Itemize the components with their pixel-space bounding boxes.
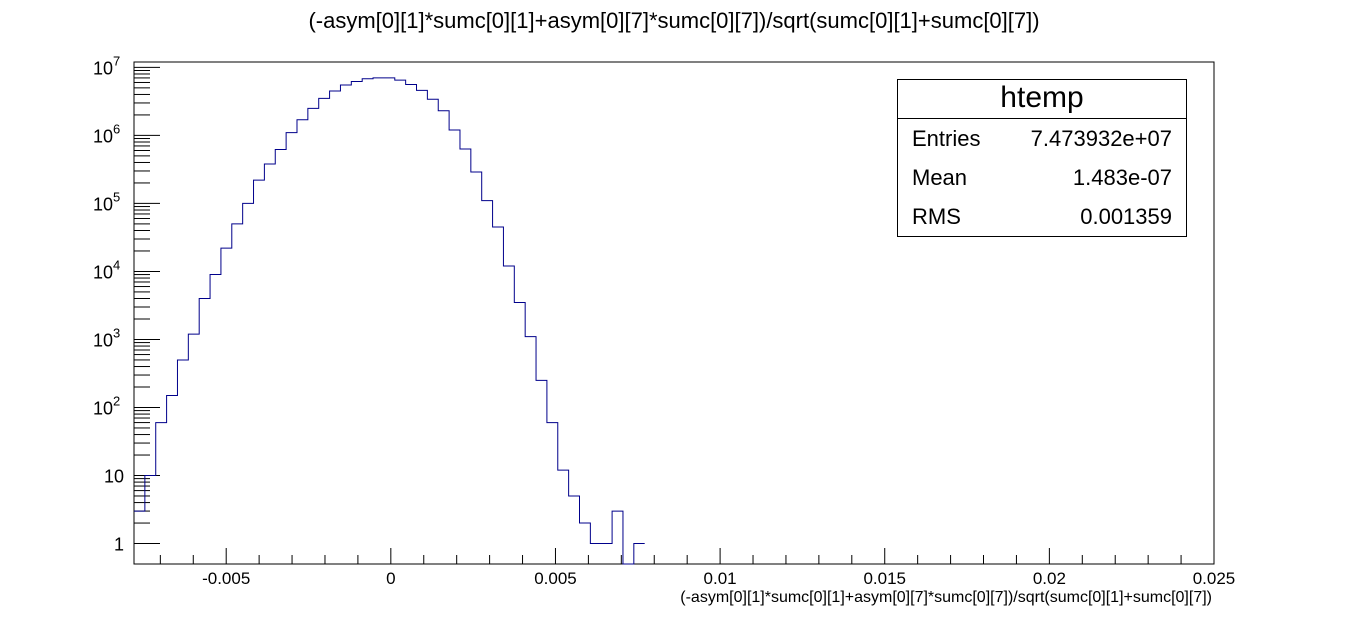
x-axis-label: (-asym[0][1]*sumc[0][1]+asym[0][7]*sumc[… <box>680 589 1212 606</box>
y-axis: 1 10 102 103 104 105 106 107 <box>93 53 160 555</box>
y-tick-label: 1 <box>114 535 124 555</box>
stats-box: htemp Entries 7.473932e+07 Mean 1.483e-0… <box>897 79 1187 237</box>
x-tick-label: 0.025 <box>1193 569 1236 588</box>
y-tick-exponent: 5 <box>113 189 120 204</box>
stats-value: 1.483e-07 <box>1072 165 1172 190</box>
y-tick-exponent: 2 <box>113 393 120 408</box>
y-tick-exponent: 3 <box>113 325 120 340</box>
x-tick-label: 0.015 <box>863 569 906 588</box>
y-tick-label: 104 <box>93 257 120 282</box>
y-tick-label: 106 <box>93 121 120 146</box>
x-tick-label: 0.02 <box>1033 569 1066 588</box>
y-tick-label: 105 <box>93 189 120 214</box>
y-tick-label: 10 <box>104 467 124 487</box>
y-tick-label: 107 <box>93 53 120 78</box>
x-tick-label: 0.005 <box>534 569 577 588</box>
chart-title: (-asym[0][1]*sumc[0][1]+asym[0][7]*sumc[… <box>308 8 1040 33</box>
stats-value: 7.473932e+07 <box>1030 126 1172 151</box>
plot-frame <box>133 61 1215 565</box>
x-tick-label: -0.005 <box>202 569 250 588</box>
histogram-line <box>134 77 645 565</box>
stats-box-title: htemp <box>898 80 1186 119</box>
y-tick-exponent: 4 <box>113 257 120 272</box>
x-axis: -0.005 0 0.005 0.01 0.015 0.02 0.025 <box>159 548 1236 588</box>
stats-value: 0.001359 <box>1080 204 1172 229</box>
stats-label: Mean <box>912 165 968 190</box>
x-tick-label: 0 <box>386 569 395 588</box>
y-tick-exponent: 7 <box>113 53 120 68</box>
x-tick-label: 0.01 <box>704 569 737 588</box>
y-tick-label: 102 <box>93 393 120 418</box>
stats-label: Entries <box>912 126 981 151</box>
stats-row-entries: Entries 7.473932e+07 <box>898 119 1186 158</box>
y-tick-label: 103 <box>93 325 120 350</box>
stats-label: RMS <box>912 204 961 229</box>
y-tick-exponent: 6 <box>113 121 120 136</box>
stats-row-mean: Mean 1.483e-07 <box>898 158 1186 197</box>
stats-row-rms: RMS 0.001359 <box>898 197 1186 236</box>
